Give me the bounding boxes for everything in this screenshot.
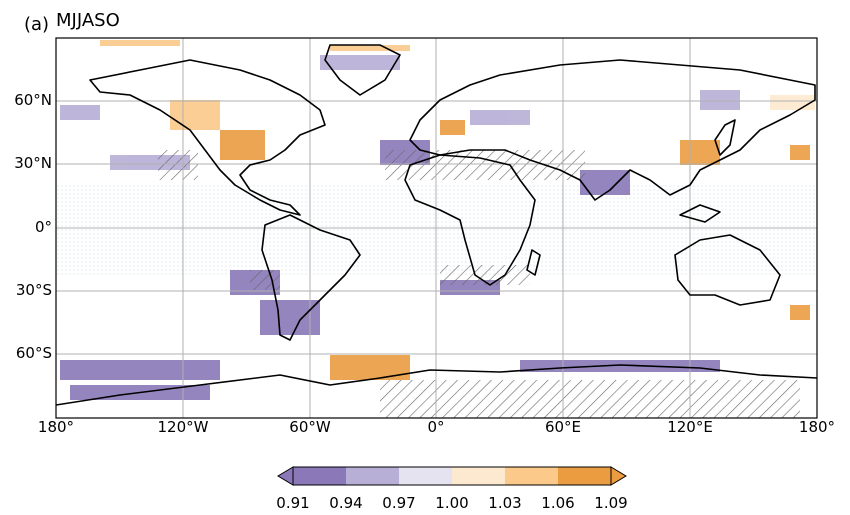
map-frame xyxy=(55,37,818,419)
colorbar-segment xyxy=(293,467,346,485)
lon-label-60w: 60°W xyxy=(289,418,331,436)
colorbar-tick-label: 1.06 xyxy=(541,494,575,512)
colorbar-extend-max xyxy=(610,466,627,486)
lon-label-0: 0° xyxy=(427,418,445,436)
lat-label-60s: 60°S xyxy=(15,344,52,362)
colorbar-segment xyxy=(452,467,505,485)
colorbar-segment xyxy=(505,467,558,485)
colorbar-tick-label: 1.09 xyxy=(594,494,628,512)
lat-label-30s: 30°S xyxy=(15,281,52,299)
colorbar-extend-min xyxy=(277,466,294,486)
colorbar xyxy=(277,466,627,486)
lat-label-60n: 60°N xyxy=(14,91,52,109)
panel-label: (a) xyxy=(24,14,50,35)
colorbar-tick-label: 0.97 xyxy=(382,494,416,512)
panel-title: MJJASO xyxy=(56,10,120,31)
colorbar-segment xyxy=(558,467,611,485)
coastlines xyxy=(56,44,817,406)
lon-label-180w: 180° xyxy=(37,418,75,436)
colorbar-segment xyxy=(399,467,452,485)
colorbar-tick-label: 0.94 xyxy=(329,494,363,512)
colorbar-frame xyxy=(292,466,612,486)
lon-label-60e: 60°E xyxy=(544,418,582,436)
graticule xyxy=(56,38,817,418)
colorbar-segment xyxy=(346,467,399,485)
lat-label-0: 0° xyxy=(34,218,52,236)
colorbar-tick-label: 1.00 xyxy=(435,494,469,512)
lon-label-180e: 180° xyxy=(798,418,836,436)
lon-label-120w: 120°W xyxy=(157,418,209,436)
lat-label-30n: 30°N xyxy=(14,154,52,172)
lon-label-120e: 120°E xyxy=(667,418,713,436)
colorbar-tick-label: 0.91 xyxy=(276,494,310,512)
colorbar-tick-label: 1.03 xyxy=(488,494,522,512)
